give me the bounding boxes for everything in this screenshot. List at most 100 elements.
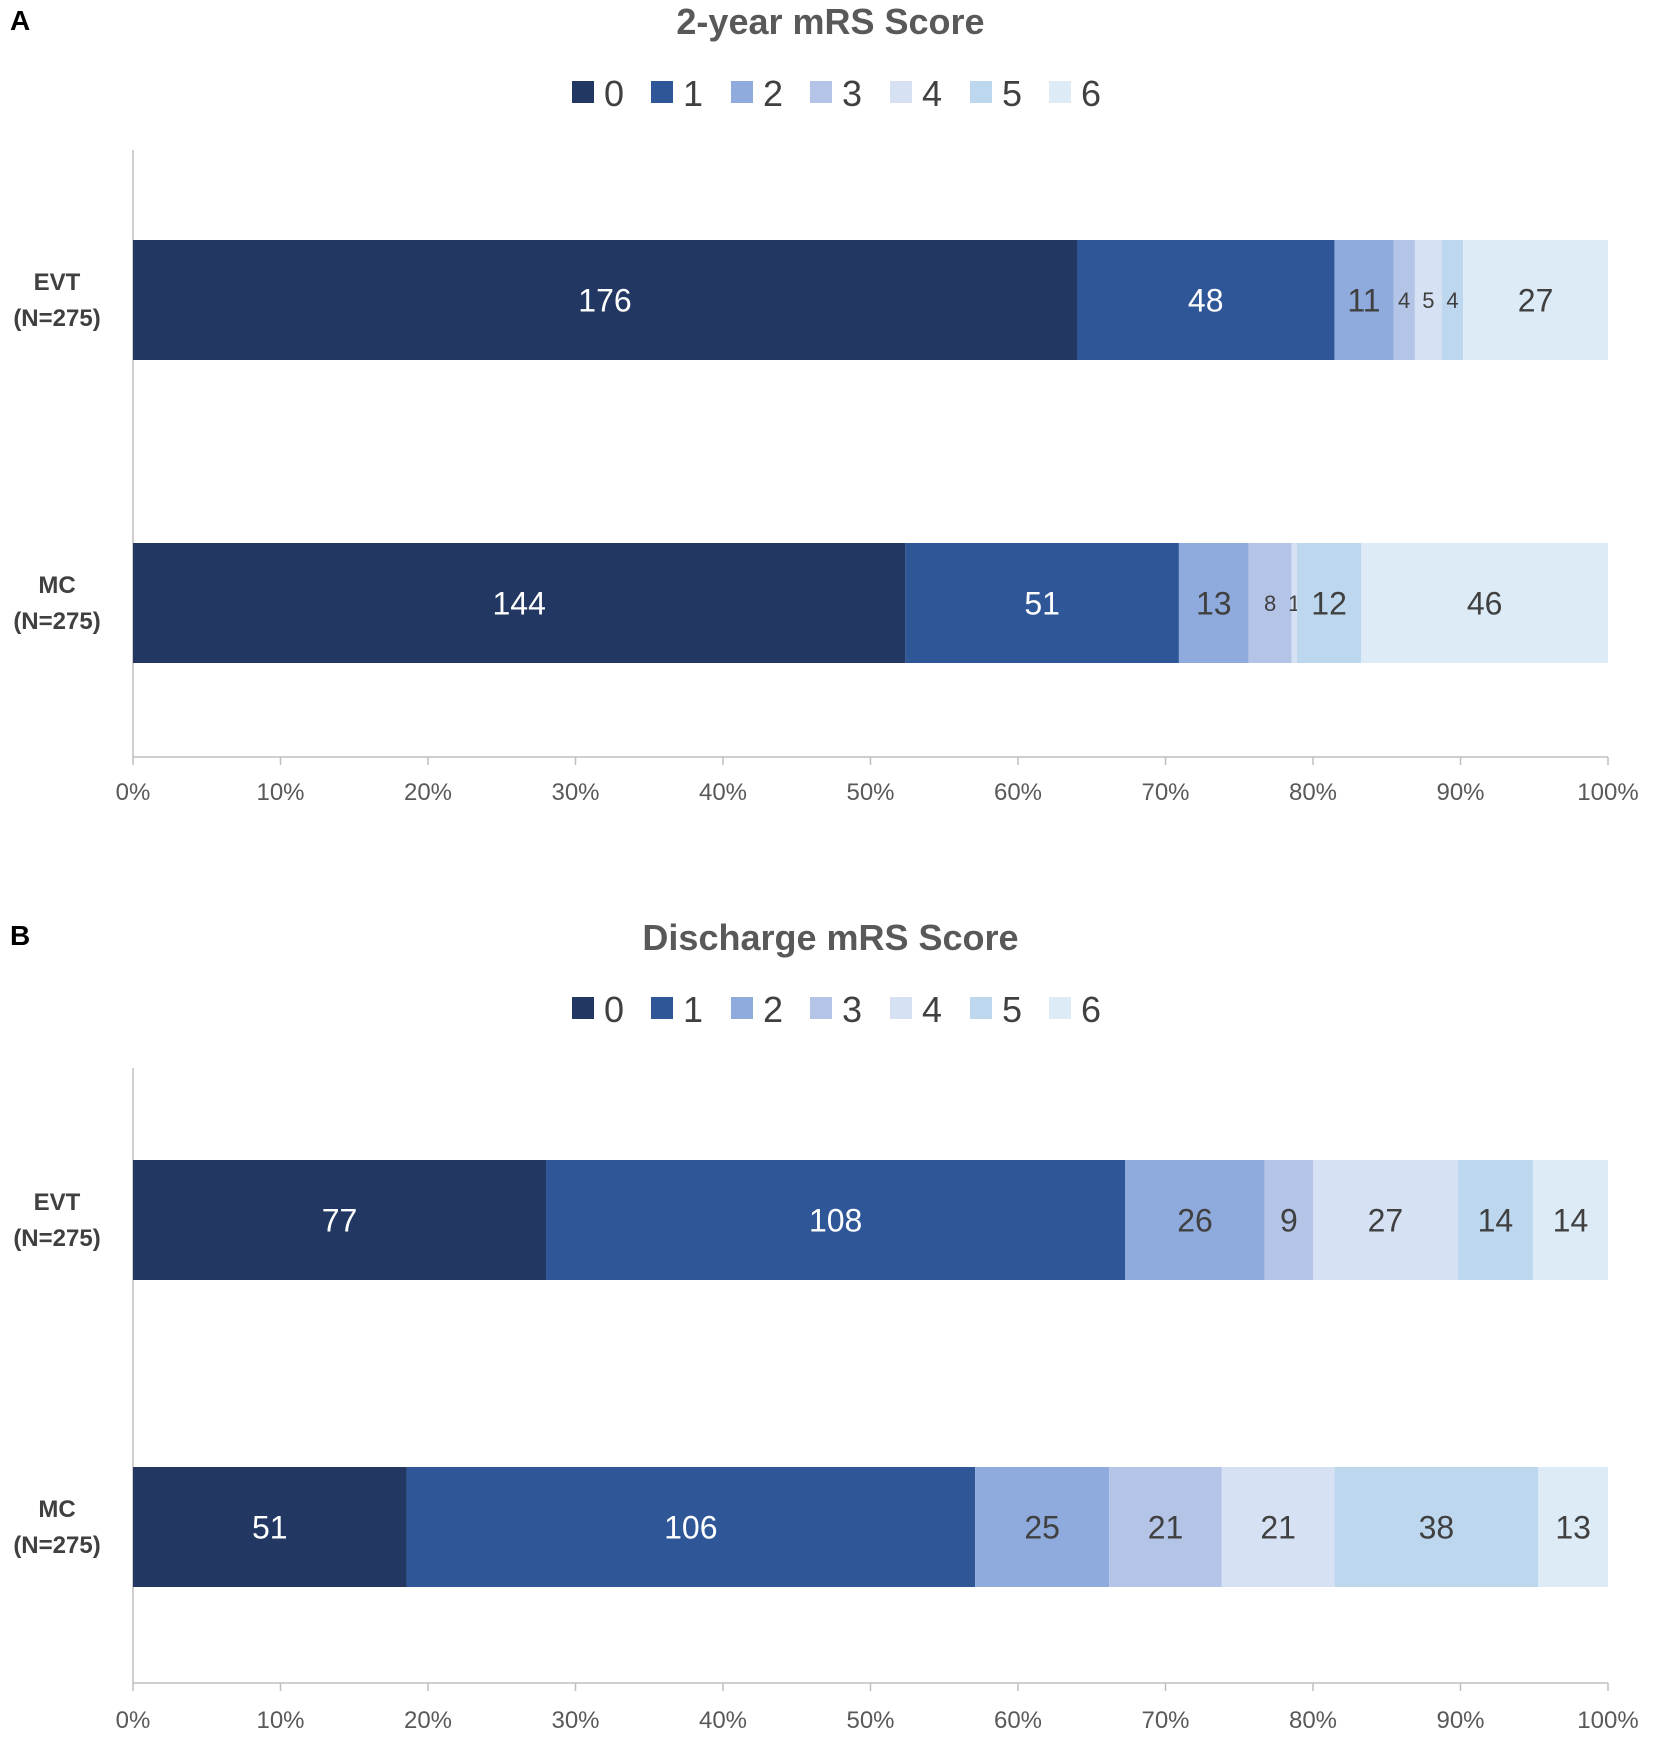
data-label: 4 [1446, 288, 1458, 313]
bar-segment [1125, 1160, 1265, 1280]
data-label: 38 [1419, 1510, 1455, 1546]
bar-segment [975, 1467, 1110, 1587]
panel-label: B [10, 920, 30, 951]
chart-title: Discharge mRS Score [642, 917, 1018, 958]
x-tick-label: 40% [699, 1707, 747, 1734]
legend-label-5: 5 [1002, 73, 1022, 114]
data-label: 9 [1280, 1203, 1298, 1239]
bar-segment [1538, 1467, 1608, 1587]
data-label: 106 [664, 1510, 717, 1546]
category-label: EVT (N=275) [13, 269, 100, 332]
data-label: 8 [1264, 591, 1276, 616]
data-label: 108 [809, 1203, 862, 1239]
bar-segment [1463, 240, 1608, 360]
legend-swatch-6 [1049, 997, 1071, 1019]
chart-title: 2-year mRS Score [676, 1, 984, 42]
data-label: 25 [1024, 1510, 1060, 1546]
legend-swatch-1 [651, 81, 673, 103]
data-label: 26 [1177, 1203, 1213, 1239]
data-label: 5 [1422, 288, 1434, 313]
bar-segment [1296, 543, 1362, 663]
x-tick-label: 70% [1141, 779, 1189, 806]
x-tick-label: 90% [1436, 1707, 1484, 1734]
x-tick-label: 0% [116, 779, 151, 806]
bar-segment [1221, 1467, 1335, 1587]
legend-swatch-5 [970, 997, 992, 1019]
x-tick-label: 60% [994, 1707, 1042, 1734]
x-tick-label: 10% [256, 779, 304, 806]
data-label: 51 [252, 1510, 288, 1546]
x-tick-label: 60% [994, 779, 1042, 806]
bar-segment [133, 1160, 546, 1280]
x-tick-label: 90% [1436, 779, 1484, 806]
legend-label-5: 5 [1002, 989, 1022, 1030]
bar-segment [133, 1467, 407, 1587]
data-label: 51 [1024, 586, 1060, 622]
data-label: 14 [1553, 1203, 1589, 1239]
data-label: 77 [322, 1203, 358, 1239]
bar-segment [1313, 1160, 1458, 1280]
legend-swatch-3 [810, 81, 832, 103]
legend-label-6: 6 [1081, 989, 1101, 1030]
category-label: EVT (N=275) [13, 1189, 100, 1252]
legend-label-4: 4 [922, 989, 942, 1030]
legend-swatch-1 [651, 997, 673, 1019]
bar-segment [406, 1467, 976, 1587]
data-label: 27 [1368, 1203, 1404, 1239]
category-label: MC (N=275) [13, 1496, 100, 1559]
legend-swatch-4 [890, 81, 912, 103]
bar-segment [1532, 1160, 1608, 1280]
bar-segment [1393, 240, 1415, 360]
x-tick-label: 80% [1289, 1707, 1337, 1734]
legend-swatch-0 [572, 997, 594, 1019]
bar-segment [1361, 543, 1608, 663]
bar-segment [1291, 543, 1297, 663]
legend-swatch-6 [1049, 81, 1071, 103]
data-label: 48 [1188, 283, 1224, 319]
data-label: 21 [1260, 1510, 1296, 1546]
bar-segment [1334, 240, 1394, 360]
legend-label-1: 1 [683, 73, 703, 114]
data-label: 21 [1148, 1510, 1184, 1546]
legend-label-4: 4 [922, 73, 942, 114]
legend-swatch-3 [810, 997, 832, 1019]
legend-swatch-0 [572, 81, 594, 103]
legend-swatch-2 [731, 997, 753, 1019]
bar-segment [1248, 543, 1292, 663]
x-tick-label: 0% [116, 1707, 151, 1734]
legend-label-2: 2 [763, 989, 783, 1030]
data-label: 11 [1347, 283, 1380, 319]
x-tick-label: 10% [256, 1707, 304, 1734]
legend-swatch-4 [890, 997, 912, 1019]
data-label: 176 [578, 283, 631, 319]
x-tick-label: 20% [404, 779, 452, 806]
x-tick-label: 100% [1577, 1707, 1638, 1734]
x-tick-label: 50% [846, 779, 894, 806]
legend-label-3: 3 [842, 989, 862, 1030]
data-label: 14 [1478, 1203, 1514, 1239]
bar-segment [1178, 543, 1249, 663]
data-label: 27 [1518, 283, 1554, 319]
data-label: 12 [1311, 586, 1347, 622]
bar-segment [1109, 1467, 1222, 1587]
x-tick-label: 40% [699, 779, 747, 806]
x-tick-label: 30% [551, 779, 599, 806]
legend-label-3: 3 [842, 73, 862, 114]
bar-segment [1264, 1160, 1313, 1280]
bar-segment [1457, 1160, 1533, 1280]
bar-segment [133, 543, 906, 663]
legend-label-0: 0 [604, 989, 624, 1030]
legend-swatch-5 [970, 81, 992, 103]
legend-label-0: 0 [604, 73, 624, 114]
legend-label-6: 6 [1081, 73, 1101, 114]
legend-label-2: 2 [763, 73, 783, 114]
x-tick-label: 70% [1141, 1707, 1189, 1734]
data-label: 13 [1555, 1510, 1591, 1546]
legend-swatch-2 [731, 81, 753, 103]
bar-segment [1334, 1467, 1539, 1587]
bar-segment [546, 1160, 1126, 1280]
bar-segment [1414, 240, 1442, 360]
x-tick-label: 30% [551, 1707, 599, 1734]
